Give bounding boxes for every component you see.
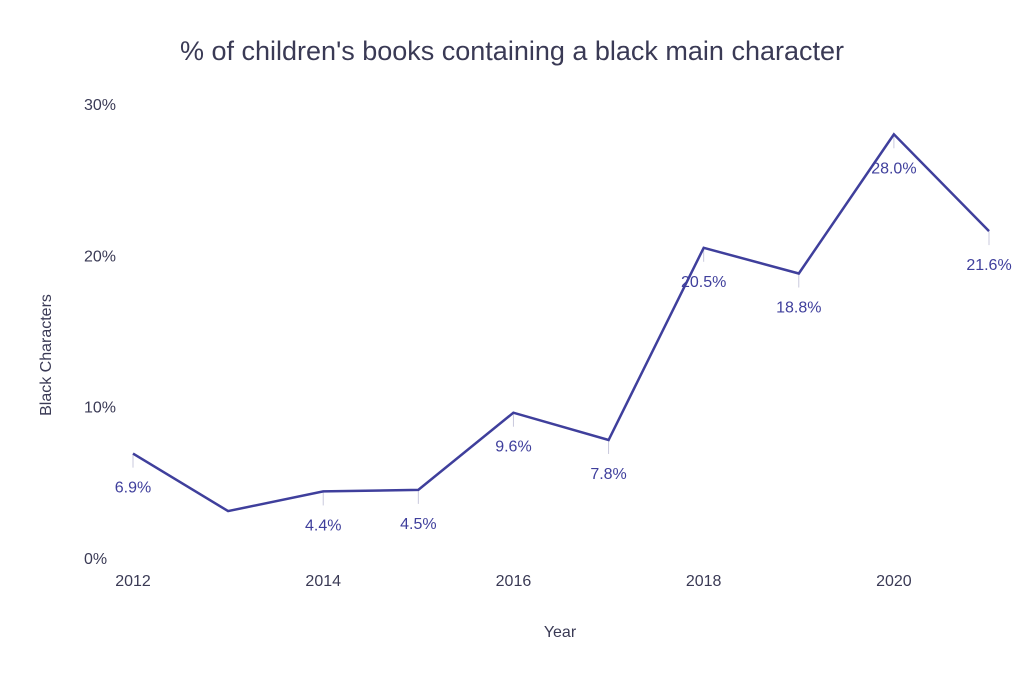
data-label: 4.4% xyxy=(305,517,341,534)
data-label: 9.6% xyxy=(495,439,531,456)
x-tick-label: 2018 xyxy=(686,573,722,590)
chart-title: % of children's books containing a black… xyxy=(180,36,844,66)
data-label: 7.8% xyxy=(590,466,626,483)
x-axis-title: Year xyxy=(544,624,577,641)
y-tick-label: 0% xyxy=(84,551,107,568)
x-tick-label: 2012 xyxy=(115,573,151,590)
data-labels: 6.9% 4.4% 4.5% 9.6% 7.8% 20.5% 18.8% 28.0% 21.6% xyxy=(115,160,1012,534)
y-tick-label: 30% xyxy=(84,97,116,114)
data-label: 21.6% xyxy=(966,257,1011,274)
data-label: 4.5% xyxy=(400,516,436,533)
y-axis-title: Black Characters xyxy=(38,294,55,416)
data-markers xyxy=(132,134,990,506)
y-tick-label: 10% xyxy=(84,400,116,417)
data-label: 20.5% xyxy=(681,274,726,291)
x-tick-label: 2014 xyxy=(305,573,341,590)
data-label: 6.9% xyxy=(115,480,151,497)
x-tick-label: 2020 xyxy=(876,573,912,590)
x-tick-label: 2016 xyxy=(496,573,532,590)
x-axis: 2012 2014 2016 2018 2020 xyxy=(115,573,912,590)
series-line xyxy=(132,132,990,513)
y-tick-label: 20% xyxy=(84,248,116,265)
data-label: 28.0% xyxy=(871,160,916,177)
data-label: 18.8% xyxy=(776,299,821,316)
y-axis: 0% 10% 20% 30% xyxy=(84,97,116,568)
